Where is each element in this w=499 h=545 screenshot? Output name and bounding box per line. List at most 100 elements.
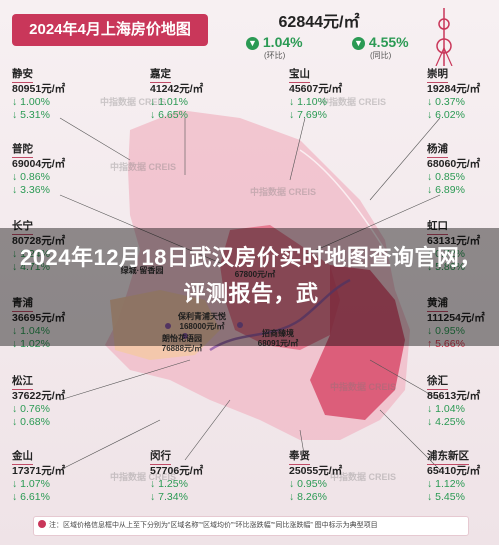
- leader-line: [59, 359, 191, 401]
- district-name: 松江: [12, 375, 33, 390]
- district-card-xuhui: 徐汇 85613元/㎡ ↓ 1.04% ↓ 4.25%: [427, 375, 480, 429]
- district-name: 杨浦: [427, 143, 448, 158]
- district-yoy: ↑ 5.66%: [427, 338, 465, 350]
- district-price: 69004元/㎡: [12, 158, 66, 170]
- poi-name: 朗怡花语园: [162, 334, 202, 343]
- district-yoy: ↓ 7.34%: [150, 491, 188, 503]
- district-yoy: ↓ 0.68%: [12, 416, 50, 428]
- district-price: 80728元/㎡: [12, 235, 66, 247]
- leader-line: [184, 399, 231, 461]
- district-mom: ↓ 1.01%: [150, 96, 188, 108]
- map-river: [209, 278, 351, 352]
- district-card-jingan: 静安 80951元/㎡ ↓ 1.00% ↓ 5.31%: [12, 68, 65, 122]
- district-name: 嘉定: [150, 68, 171, 83]
- district-card-jinshan: 金山 17371元/㎡ ↓ 1.07% ↓ 6.61%: [12, 450, 65, 504]
- district-yoy: ↓ 6.61%: [12, 491, 50, 503]
- poi-name: 招商臻境: [262, 329, 294, 338]
- poi-label: 保利青浦天悦 168000元/㎡: [166, 312, 238, 332]
- district-mom: ↓ 0.95%: [289, 478, 327, 490]
- district-mom: ↓ 0.76%: [12, 403, 50, 415]
- district-mom: ↓ 0.95%: [427, 325, 465, 337]
- district-yoy: ↓ 7.69%: [289, 109, 327, 121]
- watermark: 中指数据 CREIS: [330, 472, 397, 482]
- district-card-minhang: 闵行 57706元/㎡ ↓ 1.25% ↓ 7.34%: [150, 450, 203, 504]
- district-yoy: ↓ 1.02%: [12, 338, 50, 350]
- pearl-tower-icon: [435, 8, 453, 66]
- district-yoy: ↓ 4.71%: [12, 261, 50, 273]
- map-central-region: [220, 225, 340, 350]
- district-card-hongkou: 虹口 63131元/㎡ ↓ 0.72% ↓ 5.86%: [427, 220, 480, 274]
- district-yoy: ↓ 8.26%: [289, 491, 327, 503]
- district-card-changning: 长宁 80728元/㎡ ↓ 1.24% ↓ 4.71%: [12, 220, 65, 274]
- city-yoy-change: ▼ 4.55% (同比): [352, 34, 409, 61]
- poi-price: 168000元/㎡: [179, 322, 225, 331]
- district-card-fengxian: 奉贤 25055元/㎡ ↓ 0.95% ↓ 8.26%: [289, 450, 342, 504]
- leader-line: [59, 419, 161, 471]
- poi-price: 68091元/㎡: [257, 339, 299, 348]
- poi-label: 朗怡花语园 76888元/㎡: [146, 334, 218, 354]
- leader-line: [369, 117, 441, 201]
- leader-line: [379, 409, 441, 471]
- legend-text: 注：区域价格信息框中从上至下分别为“区域名称”“区域均价”“环比涨跌幅”“同比涨…: [49, 522, 378, 529]
- district-name: 宝山: [289, 68, 310, 83]
- district-price: 41242元/㎡: [150, 83, 204, 95]
- watermark: 中指数据 CREIS: [100, 97, 167, 107]
- map-legend-note: 注：区域价格信息框中从上至下分别为“区域名称”“区域均价”“环比涨跌幅”“同比涨…: [33, 516, 469, 536]
- city-mom-change: ▼ 1.04% (环比): [246, 34, 303, 61]
- district-card-qingpu: 青浦 36695元/㎡ ↓ 1.04% ↓ 1.02%: [12, 297, 65, 351]
- district-card-jiading: 嘉定 41242元/㎡ ↓ 1.01% ↓ 6.65%: [150, 68, 203, 122]
- poi-price: 67800元/㎡: [234, 270, 276, 279]
- district-card-baoshan: 宝山 45607元/㎡ ↓ 1.10% ↓ 7.69%: [289, 68, 342, 122]
- district-card-songjiang: 松江 37622元/㎡ ↓ 0.76% ↓ 0.68%: [12, 375, 65, 429]
- watermark: 中指数据 CREIS: [110, 472, 177, 482]
- district-mom: ↓ 1.04%: [427, 403, 465, 415]
- district-price: 63131元/㎡: [427, 235, 481, 247]
- district-price: 25055元/㎡: [289, 465, 343, 477]
- poi-label: 67800元/㎡: [220, 270, 290, 280]
- district-card-yangpu: 杨浦 68060元/㎡ ↓ 0.85% ↓ 6.89%: [427, 143, 480, 197]
- info-icon: [38, 520, 46, 528]
- district-yoy: ↓ 6.02%: [427, 109, 465, 121]
- district-price: 45607元/㎡: [289, 83, 343, 95]
- leader-line: [299, 429, 306, 461]
- map-coastline: [299, 149, 386, 251]
- poi-marker: [237, 322, 243, 328]
- poi-marker: [165, 323, 171, 329]
- poi-price: 76888元/㎡: [161, 344, 203, 353]
- watermark: 中指数据 CREIS: [250, 187, 317, 197]
- district-name: 徐汇: [427, 375, 448, 390]
- district-price: 36695元/㎡: [12, 312, 66, 324]
- city-average-price: 62844元/㎡: [278, 14, 360, 31]
- district-name: 闵行: [150, 450, 171, 465]
- district-mom: ↓ 1.00%: [12, 96, 50, 108]
- city-yoy-value: 4.55%: [368, 34, 409, 50]
- district-yoy: ↓ 6.65%: [150, 109, 188, 121]
- district-mom: ↓ 0.86%: [12, 171, 50, 183]
- district-name: 崇明: [427, 68, 448, 83]
- leader-line: [289, 117, 306, 181]
- district-name: 奉贤: [289, 450, 310, 465]
- district-mom: ↓ 1.25%: [150, 478, 188, 490]
- district-mom: ↓ 1.12%: [427, 478, 465, 490]
- district-card-chongming: 崇明 19284元/㎡ ↓ 0.37% ↓ 6.02%: [427, 68, 480, 122]
- poi-name: 保利青浦天悦: [178, 312, 226, 321]
- district-mom: ↓ 1.07%: [12, 478, 50, 490]
- district-price: 65410元/㎡: [427, 465, 481, 477]
- district-card-putuo: 普陀 69004元/㎡ ↓ 0.86% ↓ 3.36%: [12, 143, 65, 197]
- poi-marker: [182, 333, 188, 339]
- poi-label: 招商臻境 68091元/㎡: [246, 329, 310, 349]
- district-mom: ↓ 0.37%: [427, 96, 465, 108]
- district-card-huangpu: 黄浦 111254元/㎡ ↓ 0.95% ↑ 5.66%: [427, 297, 485, 351]
- district-mom: ↓ 0.85%: [427, 171, 465, 183]
- leader-line: [369, 359, 441, 401]
- district-name: 普陀: [12, 143, 33, 158]
- district-yoy: ↓ 6.89%: [427, 184, 465, 196]
- district-yoy: ↓ 5.86%: [427, 261, 465, 273]
- district-name: 金山: [12, 450, 33, 465]
- district-price: 17371元/㎡: [12, 465, 66, 477]
- leader-line: [59, 194, 226, 266]
- district-price: 37622元/㎡: [12, 390, 66, 402]
- district-mom: ↓ 1.10%: [289, 96, 327, 108]
- district-price: 85613元/㎡: [427, 390, 481, 402]
